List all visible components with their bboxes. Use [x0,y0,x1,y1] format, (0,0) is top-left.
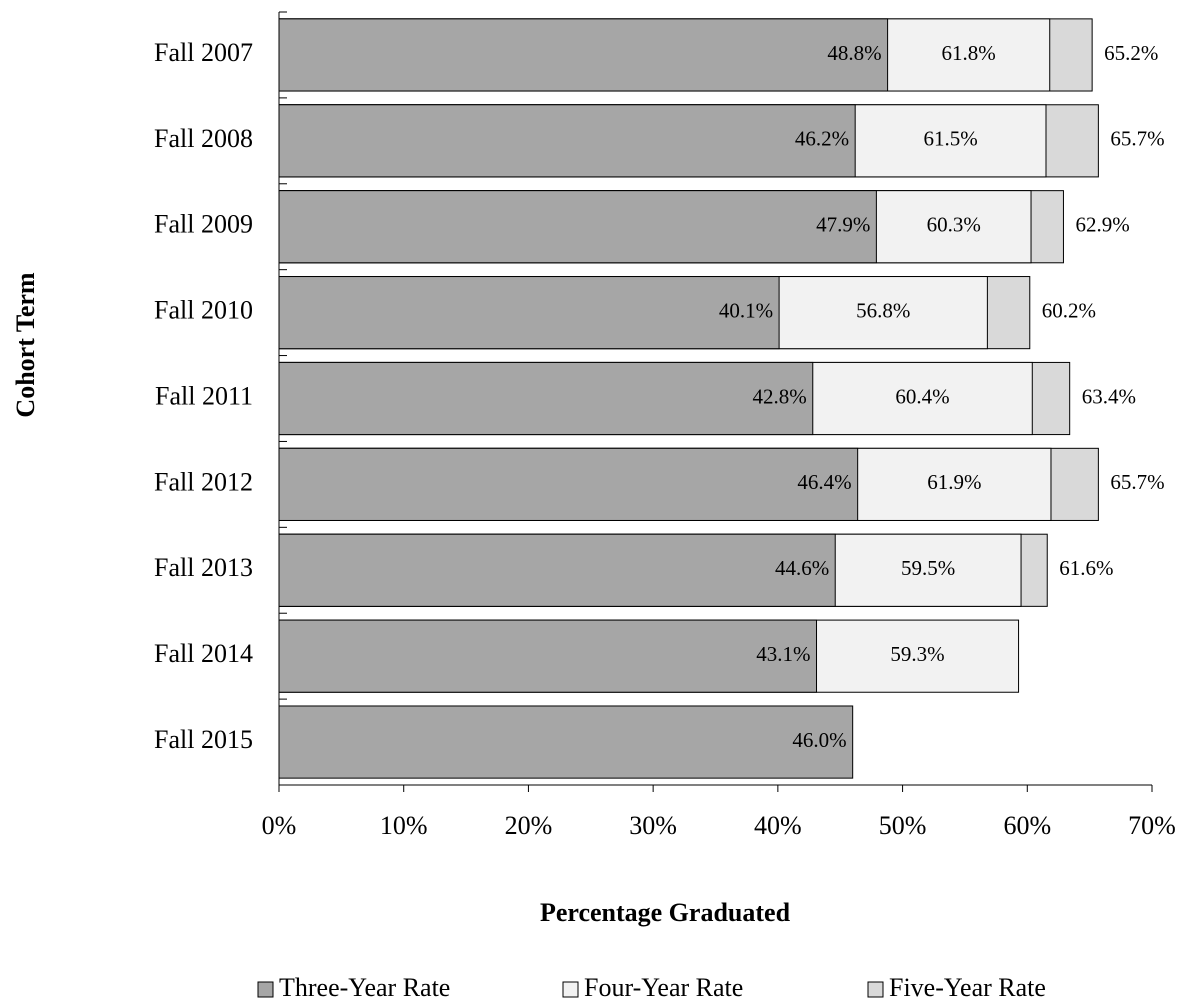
legend-label: Four-Year Rate [584,973,743,1002]
x-tick-label: 10% [380,811,428,840]
bar [278,705,854,779]
x-axis-title: Percentage Graduated [540,898,791,927]
bar [278,619,818,693]
y-axis-title: Cohort Term [11,272,40,418]
x-tick-label: 60% [1003,811,1051,840]
category-label: Fall 2008 [154,124,253,153]
category-label: Fall 2010 [154,296,253,325]
bar [278,361,814,436]
category-label: Fall 2009 [154,210,253,239]
x-tick-label: 0% [262,811,297,840]
x-tick-label: 20% [505,811,553,840]
value-label: 48.8% [827,41,881,65]
value-label: 47.9% [816,213,870,237]
value-label: 60.4% [895,384,949,408]
x-tick-label: 30% [629,811,677,840]
legend-swatch [257,981,274,998]
category-label: Fall 2012 [154,467,253,496]
bar [278,276,780,350]
value-label: 65.7% [1110,470,1164,494]
category-label: Fall 2007 [154,38,253,67]
x-tick-label: 50% [879,811,927,840]
bar [278,533,836,607]
value-label: 46.0% [792,728,846,752]
value-label: 61.8% [942,41,996,65]
bar [278,104,856,178]
x-tick-label: 40% [754,811,802,840]
legend-swatch [867,981,884,998]
bar [278,447,859,521]
value-label: 56.8% [856,298,910,322]
value-label: 63.4% [1082,384,1136,408]
value-label: 42.8% [753,384,807,408]
value-label: 61.5% [923,127,977,151]
category-label: Fall 2011 [155,381,253,410]
value-label: 61.9% [927,470,981,494]
value-label: 46.4% [797,470,851,494]
category-label: Fall 2013 [154,553,253,582]
bar [278,190,877,264]
value-label: 65.2% [1104,41,1158,65]
value-label: 62.9% [1075,213,1129,237]
legend-label: Three-Year Rate [279,973,450,1002]
value-label: 60.3% [927,213,981,237]
legend-swatch [562,981,579,998]
legend-label: Five-Year Rate [889,973,1046,1002]
value-label: 59.3% [890,642,944,666]
value-label: 43.1% [756,642,810,666]
bar [278,18,889,92]
value-label: 40.1% [719,298,773,322]
value-label: 44.6% [775,556,829,580]
value-label: 61.6% [1059,556,1113,580]
value-label: 46.2% [795,127,849,151]
value-label: 59.5% [901,556,955,580]
category-label: Fall 2015 [154,725,253,754]
value-label: 60.2% [1042,298,1096,322]
category-label: Fall 2014 [154,639,253,668]
x-tick-label: 70% [1128,811,1176,840]
value-label: 65.7% [1110,127,1164,151]
